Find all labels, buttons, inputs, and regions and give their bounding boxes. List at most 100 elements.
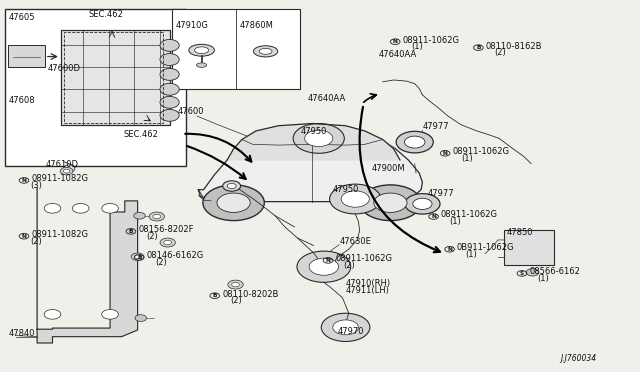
Ellipse shape <box>195 47 209 54</box>
Ellipse shape <box>223 181 241 191</box>
Circle shape <box>131 253 144 260</box>
Text: 08911-1062G: 08911-1062G <box>441 211 498 219</box>
Ellipse shape <box>227 183 236 189</box>
Ellipse shape <box>160 68 179 80</box>
Text: 47950: 47950 <box>333 185 359 194</box>
Ellipse shape <box>160 54 179 65</box>
Circle shape <box>153 214 161 219</box>
Text: N: N <box>22 178 26 183</box>
Text: S: S <box>520 271 524 276</box>
Text: 47640AA: 47640AA <box>379 50 417 59</box>
Ellipse shape <box>259 48 272 54</box>
Bar <box>504 230 554 265</box>
Text: (2): (2) <box>147 232 158 241</box>
Polygon shape <box>37 188 138 343</box>
Circle shape <box>232 282 239 287</box>
Text: 47605: 47605 <box>8 13 35 22</box>
Text: 47850: 47850 <box>507 228 533 237</box>
Text: 47977: 47977 <box>422 122 449 131</box>
Circle shape <box>160 238 175 247</box>
Circle shape <box>44 203 61 213</box>
Ellipse shape <box>160 83 179 95</box>
Text: N: N <box>431 214 436 219</box>
Circle shape <box>135 315 147 321</box>
Ellipse shape <box>396 131 433 153</box>
Text: (2): (2) <box>31 237 42 246</box>
Circle shape <box>149 212 164 221</box>
Text: 08911-1082G: 08911-1082G <box>31 174 88 183</box>
Circle shape <box>228 280 243 289</box>
Polygon shape <box>198 125 422 202</box>
Ellipse shape <box>297 251 351 282</box>
Text: (2): (2) <box>230 296 242 305</box>
Text: 47910(RH): 47910(RH) <box>346 279 391 288</box>
Text: (1): (1) <box>411 42 422 51</box>
Text: 47600: 47600 <box>178 107 204 116</box>
Circle shape <box>134 212 145 219</box>
Circle shape <box>526 269 539 276</box>
Text: 08566-6162: 08566-6162 <box>529 267 580 276</box>
Text: B: B <box>476 45 481 50</box>
Bar <box>8 45 45 67</box>
Text: 47640AA: 47640AA <box>307 94 346 103</box>
Text: N: N <box>443 151 447 156</box>
Bar <box>172 9 300 89</box>
Circle shape <box>60 167 73 175</box>
Text: 47900M: 47900M <box>371 164 405 173</box>
Text: N: N <box>326 258 330 263</box>
Bar <box>61 30 170 125</box>
Ellipse shape <box>196 63 207 67</box>
Ellipse shape <box>333 320 358 335</box>
Ellipse shape <box>330 184 381 214</box>
Bar <box>64 32 163 123</box>
Ellipse shape <box>341 191 369 207</box>
Text: (3): (3) <box>31 181 43 190</box>
Ellipse shape <box>160 96 179 108</box>
Text: 08146-6162G: 08146-6162G <box>147 251 204 260</box>
Text: 47608: 47608 <box>8 96 35 105</box>
Text: (2): (2) <box>155 258 166 267</box>
Text: B: B <box>137 255 141 260</box>
Text: 08911-1062G: 08911-1062G <box>403 36 460 45</box>
Text: 08911-1062G: 08911-1062G <box>452 147 509 156</box>
Text: J.J760034: J.J760034 <box>560 354 596 363</box>
Ellipse shape <box>293 124 344 153</box>
Text: 08110-8202B: 08110-8202B <box>222 290 278 299</box>
Ellipse shape <box>305 130 333 147</box>
Text: 47970: 47970 <box>338 327 364 336</box>
Circle shape <box>44 310 61 319</box>
Circle shape <box>102 310 118 319</box>
Ellipse shape <box>413 198 432 209</box>
Ellipse shape <box>321 313 370 341</box>
Text: 47610D: 47610D <box>46 160 79 169</box>
Ellipse shape <box>217 193 250 212</box>
Text: N: N <box>393 39 397 44</box>
Circle shape <box>164 240 172 245</box>
Text: (2): (2) <box>494 48 506 57</box>
Text: 08911-1062G: 08911-1062G <box>335 254 392 263</box>
Ellipse shape <box>253 46 278 57</box>
Circle shape <box>72 203 89 213</box>
Text: 08911-1082G: 08911-1082G <box>31 230 88 239</box>
Text: SEC.462: SEC.462 <box>88 10 123 19</box>
Text: (1): (1) <box>538 274 549 283</box>
Ellipse shape <box>63 165 75 172</box>
Text: 47630E: 47630E <box>339 237 371 246</box>
Polygon shape <box>227 124 400 160</box>
Ellipse shape <box>160 109 179 121</box>
Text: 08110-8162B: 08110-8162B <box>486 42 542 51</box>
Text: N: N <box>22 234 26 239</box>
Circle shape <box>134 255 141 259</box>
Ellipse shape <box>405 193 440 214</box>
Ellipse shape <box>309 258 339 275</box>
Text: (1): (1) <box>449 217 461 226</box>
Circle shape <box>102 203 118 213</box>
Ellipse shape <box>189 44 214 56</box>
Circle shape <box>63 169 70 173</box>
Text: 47911(LH): 47911(LH) <box>346 286 390 295</box>
Text: SEC.462: SEC.462 <box>124 130 158 139</box>
Text: B: B <box>129 229 133 234</box>
Ellipse shape <box>360 185 421 221</box>
Text: (2): (2) <box>344 261 355 270</box>
Ellipse shape <box>160 39 179 51</box>
